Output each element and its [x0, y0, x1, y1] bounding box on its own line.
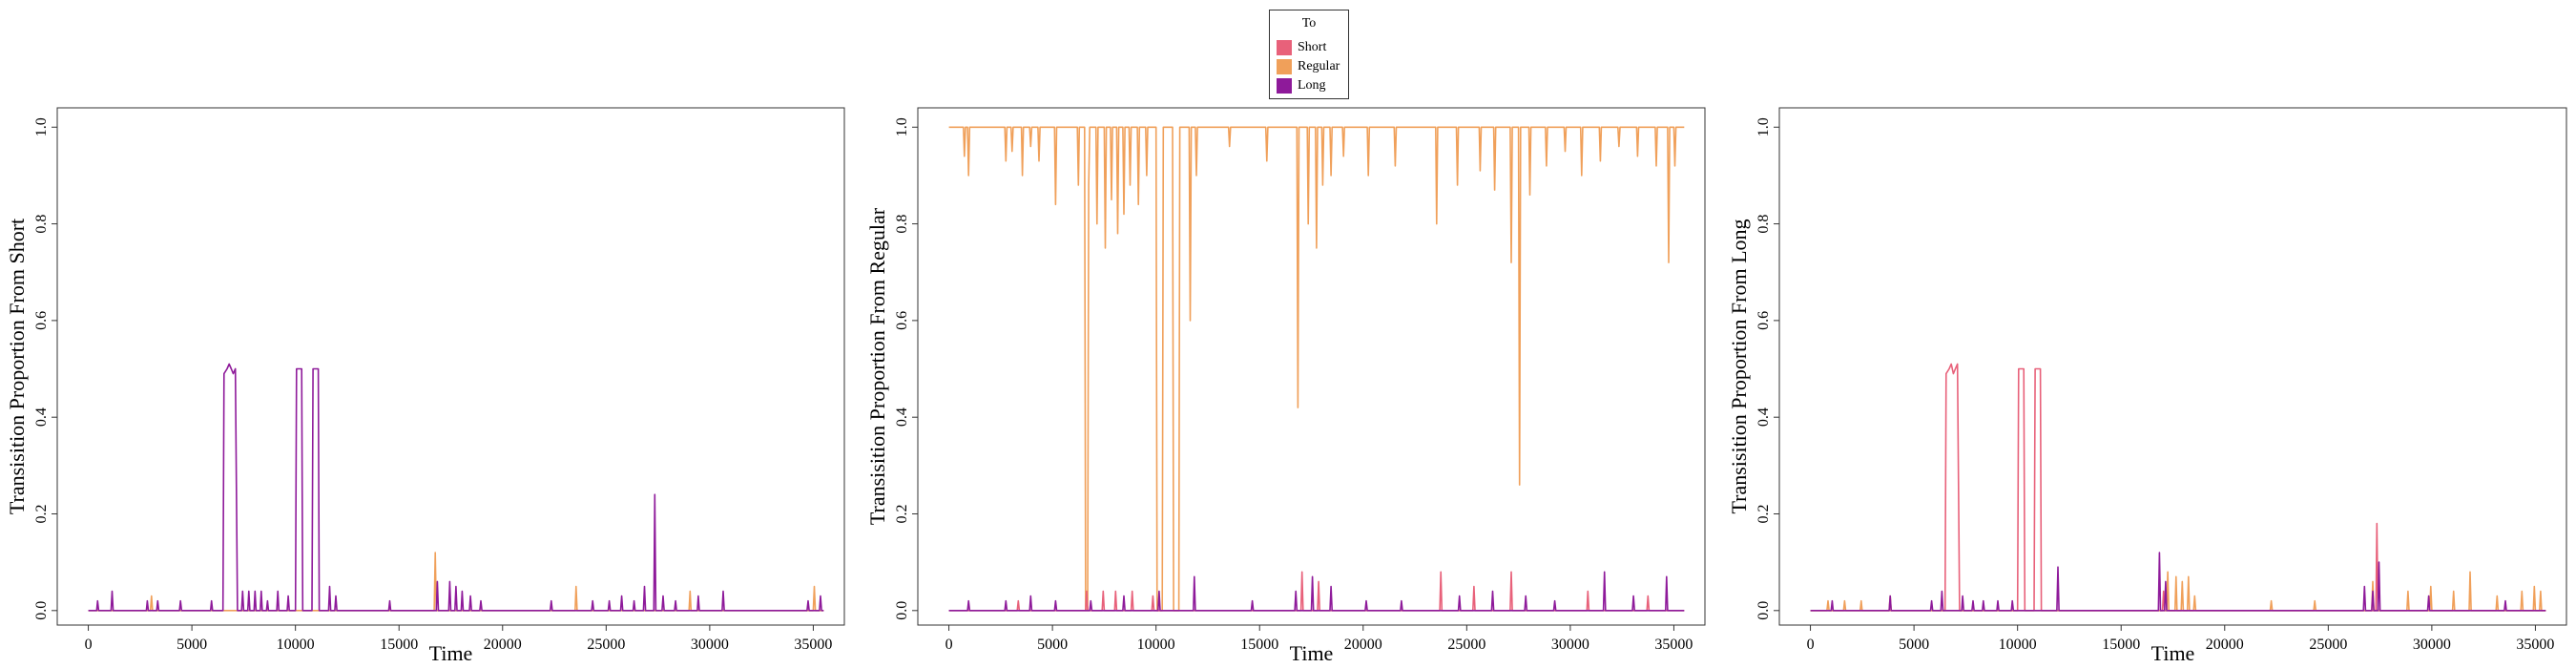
legend: To Short Regular Long — [1269, 10, 1349, 99]
x-tick-label: 30000 — [2413, 637, 2451, 653]
x-tick-label: 35000 — [2516, 637, 2554, 653]
x-tick-label: 0 — [85, 637, 93, 653]
y-tick-label: 0.0 — [1755, 601, 1772, 620]
x-tick-label: 20000 — [484, 637, 522, 653]
y-tick-label: 0.2 — [33, 504, 50, 523]
y-tick-label: 0.8 — [33, 215, 50, 234]
legend-swatch-regular — [1277, 59, 1292, 74]
series-line-regular — [1810, 571, 2546, 612]
y-tick-label: 0.4 — [1755, 407, 1772, 427]
x-tick-label: 30000 — [691, 637, 729, 653]
chart-panel-3: 0 5000 10000 15000 20000 25000 30000 35000 0.0 0.… — [1727, 107, 2567, 665]
x-axis-title: Time — [429, 641, 473, 665]
x-tick-label: 15000 — [380, 637, 418, 653]
legend-swatch-short — [1277, 40, 1292, 55]
plot-frame — [917, 107, 1706, 626]
y-tick-label: 0.8 — [894, 215, 910, 234]
y-tick-label: 0.2 — [1755, 504, 1772, 523]
x-tick-label: 10000 — [1999, 637, 2037, 653]
y-axis-title: Transisition Proportion From Regular — [865, 207, 889, 525]
plot-frame — [56, 107, 845, 626]
series-line-regular — [88, 552, 824, 612]
series-line-long — [88, 363, 824, 612]
chart-panel-2: 0 5000 10000 15000 20000 25000 30000 35000 0.0 0.… — [865, 107, 1706, 665]
x-tick-label: 30000 — [1551, 637, 1589, 653]
legend-label-long: Long — [1298, 78, 1326, 93]
series-line-regular — [948, 126, 1685, 612]
y-tick-label: 0.0 — [33, 601, 50, 620]
y-tick-label: 1.0 — [1755, 117, 1772, 136]
x-axis-title: Time — [1290, 641, 1334, 665]
series-line-short — [948, 571, 1685, 612]
y-tick-label: 1.0 — [33, 117, 50, 136]
y-tick-label: 0.2 — [894, 504, 910, 523]
y-tick-label: 0.6 — [33, 311, 50, 330]
x-tick-label: 35000 — [794, 637, 832, 653]
x-tick-label: 5000 — [177, 637, 207, 653]
x-tick-label: 5000 — [1899, 637, 1929, 653]
x-axis-title: Time — [2151, 641, 2195, 665]
legend-label-short: Short — [1298, 40, 1327, 54]
x-tick-label: 10000 — [1137, 637, 1175, 653]
x-tick-label: 15000 — [1240, 637, 1278, 653]
x-tick-label: 10000 — [277, 637, 315, 653]
y-axis-title: Transisition Proportion From Short — [5, 219, 29, 514]
y-tick-label: 0.6 — [1755, 311, 1772, 330]
y-tick-label: 0.0 — [894, 601, 910, 620]
x-tick-label: 0 — [1807, 637, 1815, 653]
series-line-long — [948, 571, 1685, 612]
y-tick-label: 0.6 — [894, 311, 910, 330]
series-line-long — [1810, 552, 2546, 612]
x-tick-label: 0 — [945, 637, 953, 653]
y-tick-label: 1.0 — [894, 117, 910, 136]
x-tick-label: 20000 — [1344, 637, 1382, 653]
series-line-short — [1810, 363, 2546, 612]
legend-title: To — [1301, 16, 1317, 31]
y-tick-label: 0.4 — [33, 407, 50, 427]
y-axis-title: Transisition Proportion From Long — [1727, 219, 1751, 513]
y-tick-label: 0.8 — [1755, 215, 1772, 234]
x-tick-label: 20000 — [2206, 637, 2244, 653]
y-tick-label: 0.4 — [894, 407, 910, 427]
x-tick-label: 5000 — [1037, 637, 1068, 653]
x-tick-label: 35000 — [1654, 637, 1693, 653]
x-tick-label: 15000 — [2102, 637, 2140, 653]
x-tick-label: 25000 — [587, 637, 625, 653]
chart-panel-1: 0 5000 10000 15000 20000 25000 30000 35000 0.0 0.… — [5, 107, 845, 665]
plot-frame — [1778, 107, 2567, 626]
x-tick-label: 25000 — [2309, 637, 2347, 653]
x-tick-label: 25000 — [1447, 637, 1485, 653]
legend-label-regular: Regular — [1298, 59, 1340, 73]
legend-swatch-long — [1277, 78, 1292, 94]
